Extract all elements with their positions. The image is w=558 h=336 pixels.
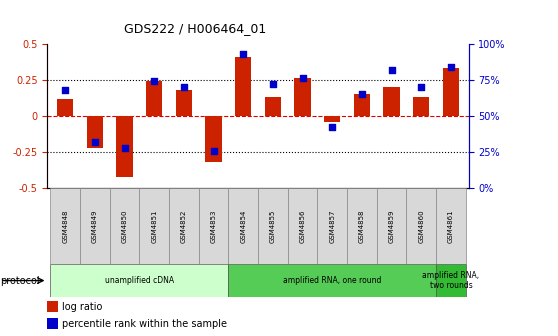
- Point: [239, 51, 248, 56]
- Bar: [295, 78, 311, 116]
- Point: [268, 81, 277, 87]
- Point: [150, 79, 158, 84]
- Bar: [169, 188, 199, 264]
- Text: unamplified cDNA: unamplified cDNA: [105, 276, 174, 285]
- Text: GSM4851: GSM4851: [151, 209, 157, 243]
- Bar: [47, 318, 58, 329]
- Text: protocol: protocol: [1, 276, 40, 286]
- Bar: [228, 188, 258, 264]
- Text: GSM4856: GSM4856: [300, 209, 306, 243]
- Bar: [442, 68, 459, 116]
- Point: [209, 148, 218, 153]
- Bar: [406, 188, 436, 264]
- Text: GSM4848: GSM4848: [62, 209, 68, 243]
- Text: GSM4858: GSM4858: [359, 209, 365, 243]
- Point: [298, 76, 307, 81]
- Text: GSM4852: GSM4852: [181, 209, 187, 243]
- Bar: [80, 188, 110, 264]
- Bar: [57, 98, 74, 116]
- Text: log ratio: log ratio: [62, 302, 103, 312]
- Text: GSM4849: GSM4849: [92, 209, 98, 243]
- Point: [61, 87, 70, 93]
- Bar: [264, 97, 281, 116]
- Bar: [235, 57, 252, 116]
- Text: GSM4855: GSM4855: [270, 209, 276, 243]
- Bar: [258, 188, 288, 264]
- Text: GDS222 / H006464_01: GDS222 / H006464_01: [124, 22, 266, 35]
- Point: [120, 145, 129, 151]
- Bar: [146, 81, 162, 116]
- Point: [180, 84, 189, 90]
- Bar: [199, 188, 228, 264]
- Point: [328, 125, 336, 130]
- Point: [446, 64, 455, 70]
- Text: GSM4861: GSM4861: [448, 209, 454, 243]
- Bar: [324, 116, 340, 122]
- Bar: [86, 116, 103, 148]
- Bar: [318, 188, 347, 264]
- Point: [90, 139, 99, 144]
- Point: [387, 67, 396, 72]
- Bar: [354, 94, 370, 116]
- Bar: [436, 264, 466, 297]
- Bar: [383, 87, 400, 116]
- Bar: [228, 264, 436, 297]
- Bar: [377, 188, 406, 264]
- Bar: [347, 188, 377, 264]
- Text: GSM4859: GSM4859: [388, 209, 395, 243]
- Bar: [140, 188, 169, 264]
- Text: amplified RNA,
two rounds: amplified RNA, two rounds: [422, 271, 479, 290]
- Bar: [436, 188, 466, 264]
- Text: GSM4857: GSM4857: [329, 209, 335, 243]
- Text: GSM4860: GSM4860: [418, 209, 424, 243]
- Text: GSM4853: GSM4853: [210, 209, 217, 243]
- Bar: [47, 301, 58, 312]
- Bar: [288, 188, 318, 264]
- Bar: [205, 116, 222, 162]
- Text: percentile rank within the sample: percentile rank within the sample: [62, 319, 227, 329]
- Point: [417, 84, 426, 90]
- Bar: [413, 97, 430, 116]
- Text: amplified RNA, one round: amplified RNA, one round: [283, 276, 382, 285]
- Text: GSM4854: GSM4854: [240, 209, 246, 243]
- Bar: [50, 264, 228, 297]
- Bar: [50, 188, 80, 264]
- Text: GSM4850: GSM4850: [122, 209, 128, 243]
- Bar: [110, 188, 140, 264]
- Bar: [117, 116, 133, 177]
- Point: [358, 92, 367, 97]
- Bar: [176, 90, 192, 116]
